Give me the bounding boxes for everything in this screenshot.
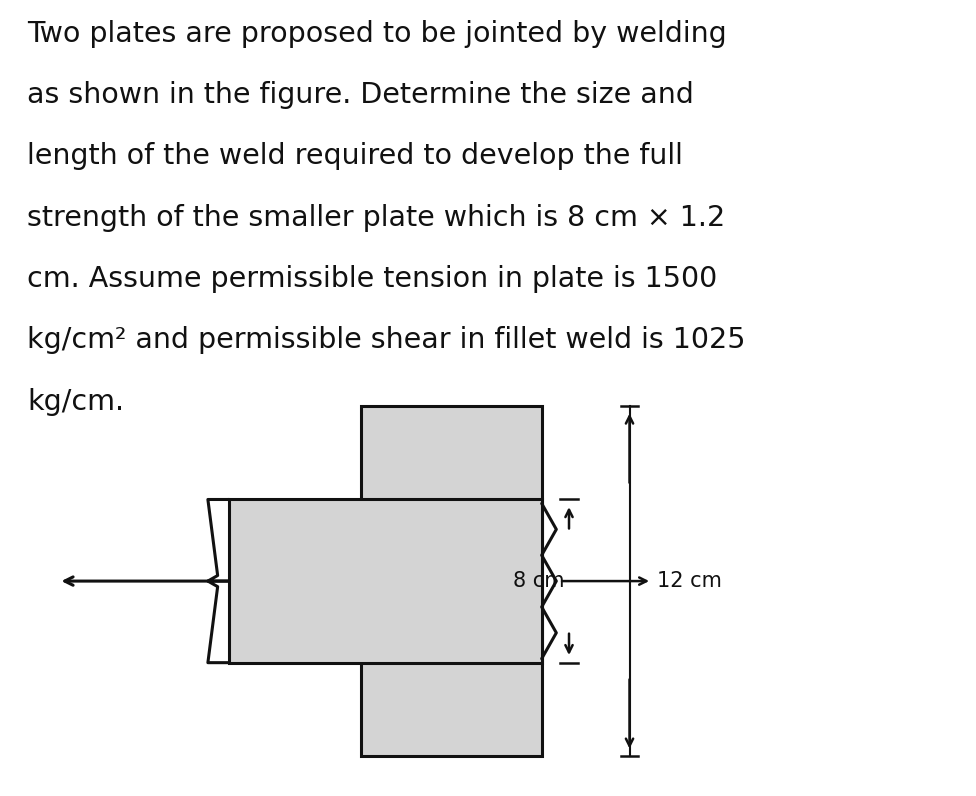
Bar xyxy=(229,500,542,662)
Text: length of the weld required to develop the full: length of the weld required to develop t… xyxy=(27,142,683,170)
Text: cm. Assume permissible tension in plate is 1500: cm. Assume permissible tension in plate … xyxy=(27,265,717,293)
Text: Two plates are proposed to be jointed by welding: Two plates are proposed to be jointed by… xyxy=(27,20,727,48)
Bar xyxy=(361,406,542,756)
Text: kg/cm.: kg/cm. xyxy=(27,388,125,416)
Text: strength of the smaller plate which is 8 cm × 1.2: strength of the smaller plate which is 8… xyxy=(27,204,725,232)
Text: kg/cm² and permissible shear in fillet weld is 1025: kg/cm² and permissible shear in fillet w… xyxy=(27,326,746,354)
Text: 8 cm: 8 cm xyxy=(512,571,564,591)
Text: 12 cm: 12 cm xyxy=(657,571,721,591)
Text: as shown in the figure. Determine the size and: as shown in the figure. Determine the si… xyxy=(27,81,694,109)
